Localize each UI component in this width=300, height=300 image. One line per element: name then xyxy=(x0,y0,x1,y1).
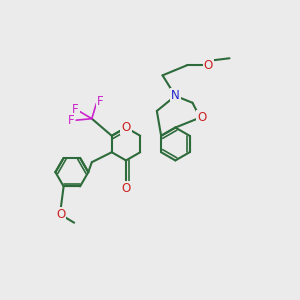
Text: F: F xyxy=(72,103,79,116)
Text: O: O xyxy=(197,111,206,124)
Text: O: O xyxy=(122,121,130,134)
Text: O: O xyxy=(203,59,213,72)
Text: N: N xyxy=(171,89,180,102)
Text: O: O xyxy=(122,182,130,195)
Text: F: F xyxy=(97,95,103,108)
Text: F: F xyxy=(68,114,74,127)
Text: O: O xyxy=(56,208,65,221)
